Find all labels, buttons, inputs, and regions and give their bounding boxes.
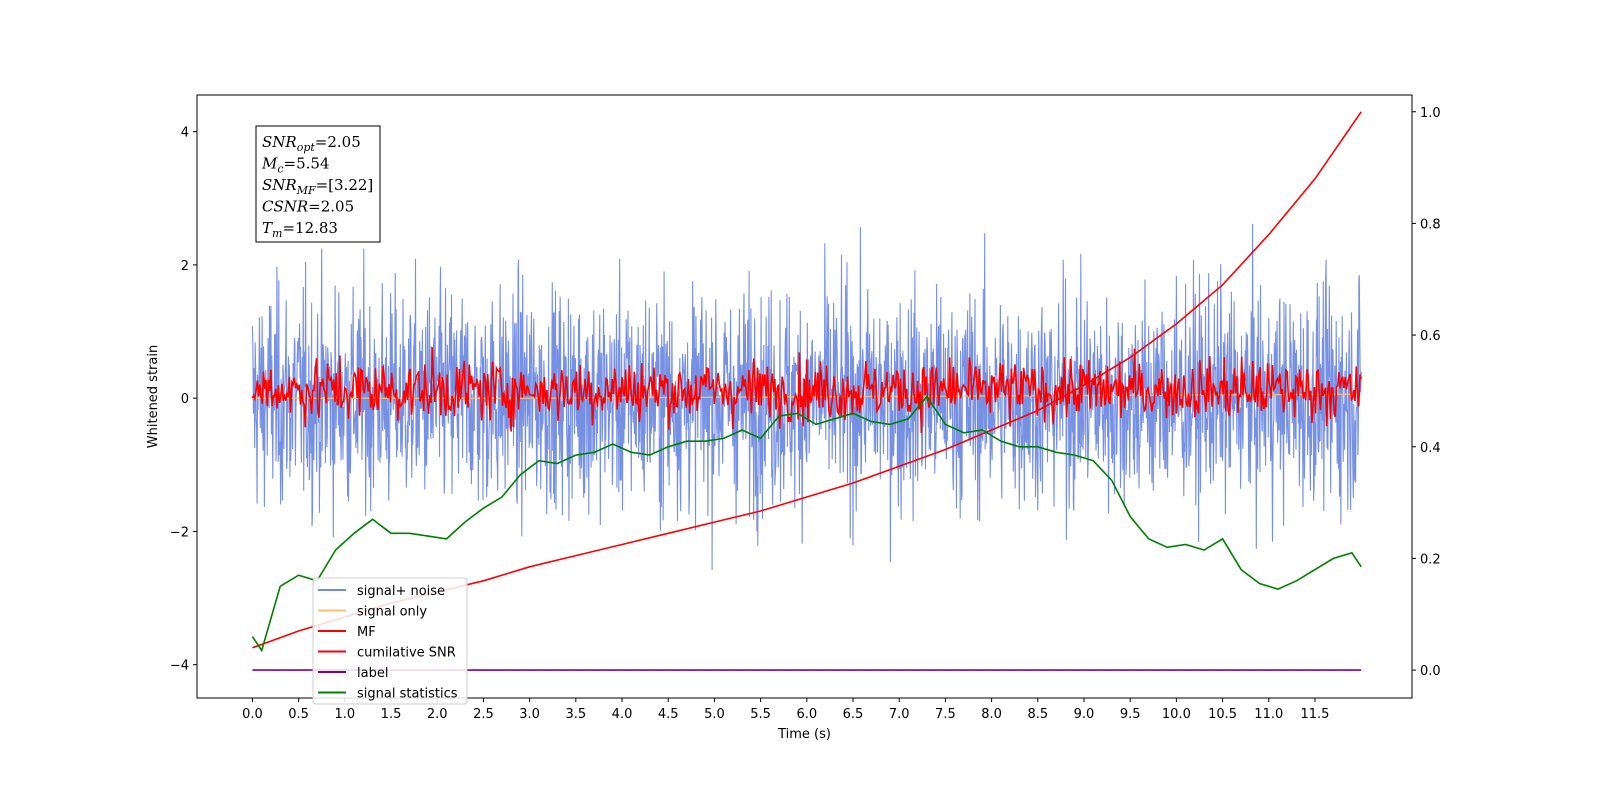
x-tick-label: 0.5 — [288, 707, 309, 722]
legend-entry-label: signal only — [357, 605, 427, 620]
y-right-tick-label: 0.0 — [1420, 664, 1441, 679]
y-right-tick-label: 0.6 — [1420, 329, 1441, 344]
y-right-tick-label: 0.4 — [1420, 441, 1441, 456]
x-tick-label: 2.0 — [427, 707, 448, 722]
series-mf-line — [251, 347, 1362, 434]
annotation-line: SNRopt=2.05 — [262, 133, 361, 154]
y-right-tick-label: 0.8 — [1420, 217, 1441, 232]
x-tick-label: 1.5 — [381, 707, 402, 722]
legend: signal+ noise signal only MF cumilative SNR… — [312, 577, 468, 705]
y-axis-right: 1.0 0.8 0.6 0.4 0.2 0.0 — [1412, 106, 1441, 679]
series-signal-statistics-line — [251, 395, 1362, 653]
legend-frame — [312, 577, 468, 705]
x-tick-label: 7.5 — [935, 707, 956, 722]
x-tick-label: 8.5 — [1027, 707, 1048, 722]
x-tick-label: 5.0 — [704, 707, 725, 722]
x-tick-label: 10.0 — [1162, 707, 1191, 722]
x-tick-label: 5.5 — [750, 707, 771, 722]
x-tick-label: 3.0 — [519, 707, 540, 722]
y-tick-label: −4 — [170, 659, 189, 674]
x-tick-label: 4.5 — [658, 707, 679, 722]
x-tick-label: 9.5 — [1120, 707, 1141, 722]
x-tick-label: 9.0 — [1074, 707, 1095, 722]
legend-entry-label: signal+ noise — [357, 584, 445, 599]
y-tick-label: 2 — [181, 259, 189, 274]
x-tick-label: 1.0 — [334, 707, 355, 722]
y-axis-label: Whitened strain — [146, 345, 161, 448]
x-tick-label: 10.5 — [1208, 707, 1237, 722]
y-tick-label: −2 — [170, 525, 189, 540]
x-axis: 0.0 0.5 1.0 1.5 2.0 2.5 3.0 3.5 4.0 4.5 5.0 5.5 6.0 6… — [242, 698, 1329, 722]
y-right-tick-label: 1.0 — [1420, 106, 1441, 121]
x-axis-label: Time (s) — [777, 727, 831, 742]
legend-entry-label: cumilative SNR — [357, 646, 456, 661]
y-tick-label: 4 — [181, 126, 189, 141]
x-tick-label: 2.5 — [473, 707, 494, 722]
x-tick-label: 8.0 — [981, 707, 1002, 722]
series-signal-noise-line — [251, 223, 1362, 570]
annotation-line: Mc=5.54 — [261, 155, 330, 176]
x-tick-label: 6.0 — [796, 707, 817, 722]
annotation-line: SNRMF=[3.22] — [262, 176, 373, 197]
y-axis-left: 4 2 0 −2 −4 — [170, 126, 197, 674]
annotation-frame — [255, 125, 381, 243]
y-tick-label: 0 — [181, 392, 189, 407]
x-tick-label: 4.0 — [612, 707, 633, 722]
x-tick-label: 3.5 — [565, 707, 586, 722]
legend-entry-label: label — [357, 666, 388, 681]
annotation-line: CSNR=2.05 — [262, 198, 354, 216]
legend-entry-label: MF — [357, 625, 376, 640]
x-tick-label: 6.5 — [843, 707, 864, 722]
x-tick-label: 0.0 — [242, 707, 263, 722]
annotation-line: Tm=12.83 — [262, 219, 338, 240]
y-right-tick-label: 0.2 — [1420, 552, 1441, 567]
x-tick-label: 7.0 — [889, 707, 910, 722]
axes-frame — [196, 94, 1413, 699]
x-tick-label: 11.0 — [1254, 707, 1283, 722]
x-tick-label: 11.5 — [1301, 707, 1330, 722]
legend-entry-label: signal statistics — [357, 687, 458, 702]
